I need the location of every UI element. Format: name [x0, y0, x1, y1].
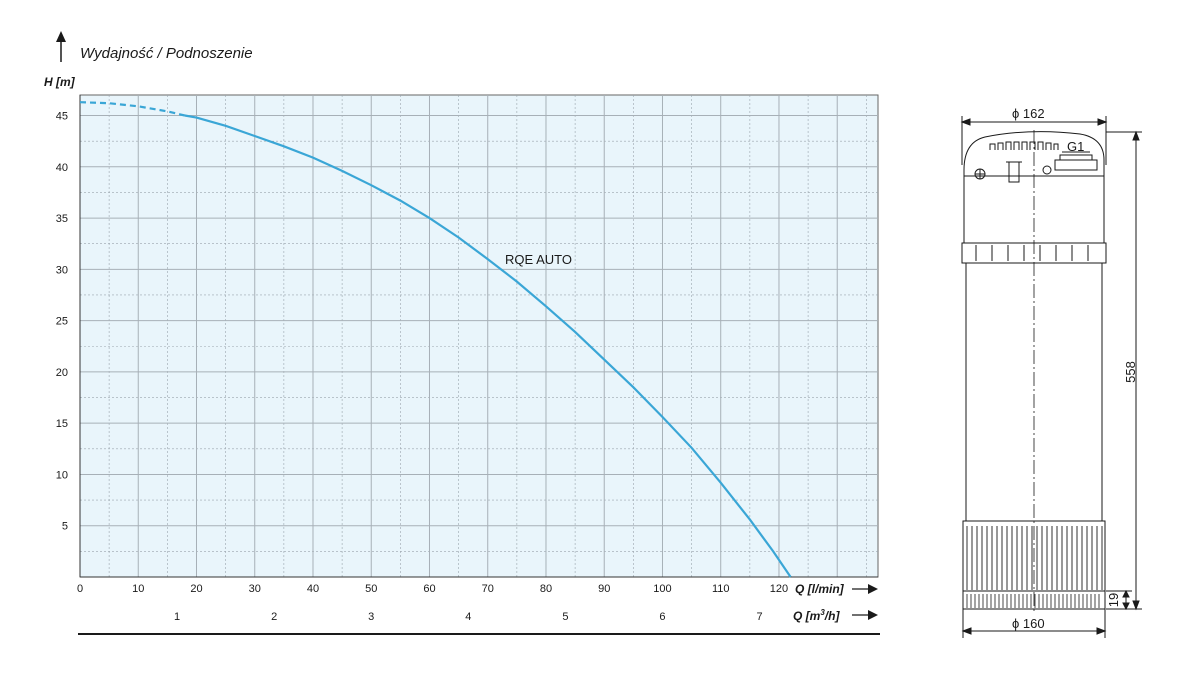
- outlet-label: G1: [1067, 139, 1084, 154]
- x2-tick-labels: 1 2 3 4 5 6 7: [174, 611, 763, 623]
- x-tick-label: 10: [132, 583, 144, 595]
- x-tick-labels: 0 10 20 30 40 50 60 70 80 90 100 110 120: [77, 583, 788, 595]
- performance-chart: Wydajność / Podnoszenie H [m] 5101520253…: [44, 31, 880, 635]
- y-tick-label: 45: [56, 111, 68, 123]
- x-tick-label: 0: [77, 583, 83, 595]
- x2-tick-label: 7: [756, 611, 762, 623]
- strainer-ribs: [966, 526, 1103, 590]
- pump-cap: [963, 131, 1105, 177]
- bottom-diameter-dimension: [961, 609, 1107, 638]
- x-tick-label: 50: [365, 583, 377, 595]
- pump-drawing: ϕ 162 G1 558: [960, 106, 1142, 638]
- series-line-solid: [184, 114, 792, 578]
- screw-right-icon: [1042, 165, 1052, 175]
- cap-teeth: [989, 141, 1059, 150]
- y-tick-label: 5: [62, 521, 68, 533]
- outlet-fitting: [1054, 159, 1098, 171]
- y-tick-label: 15: [56, 418, 68, 430]
- x-tick-label: 40: [307, 583, 319, 595]
- chart-title: Wydajność / Podnoszenie: [80, 45, 253, 62]
- y-axis-title: H [m]: [44, 75, 76, 89]
- chart-title-group: Wydajność / Podnoszenie: [56, 31, 253, 62]
- x-tick-label: 110: [712, 583, 730, 595]
- top-diameter-dimension: [960, 116, 1108, 165]
- series-line-dashed: [79, 101, 186, 117]
- x-tick-label: 30: [249, 583, 261, 595]
- y-tick-label: 30: [56, 264, 68, 276]
- major-grid: [80, 95, 878, 577]
- x-tick-label: 120: [770, 583, 788, 595]
- y-tick-label: 35: [56, 213, 68, 225]
- x2-axis-arrow-icon: [852, 610, 878, 620]
- x2-tick-label: 5: [562, 611, 568, 623]
- bottom-diameter-label: ϕ 160: [1012, 616, 1045, 631]
- x-tick-label: 60: [423, 583, 435, 595]
- x2-axis-title: Q [m3/h]: [793, 608, 840, 623]
- series-label: RQE AUTO: [505, 252, 572, 267]
- x2-tick-label: 1: [174, 611, 180, 623]
- x2-tick-label: 4: [465, 611, 471, 623]
- top-diameter-label: ϕ 162: [1012, 106, 1045, 121]
- y-tick-label: 25: [56, 316, 68, 328]
- up-arrow-head-icon: [56, 31, 66, 42]
- base-ribs: [966, 594, 1100, 608]
- x-tick-label: 70: [482, 583, 494, 595]
- x-tick-label: 100: [653, 583, 671, 595]
- collar-ribs: [975, 245, 1089, 261]
- y-tick-label: 10: [56, 469, 68, 481]
- height-dimension: [1106, 130, 1142, 611]
- x2-tick-label: 6: [659, 611, 665, 623]
- base-height-label: 19: [1106, 593, 1121, 607]
- x-tick-label: 20: [190, 583, 202, 595]
- plot-background: [79, 94, 879, 578]
- x-tick-label: 80: [540, 583, 552, 595]
- cable-gland: [1008, 161, 1020, 183]
- height-label: 558: [1123, 361, 1138, 383]
- x2-tick-label: 3: [368, 611, 374, 623]
- x-axis-arrow-icon: [852, 584, 878, 594]
- y-tick-labels: 5 10 15 20 25 30 35 40 45: [56, 111, 68, 533]
- minor-grid: [80, 95, 878, 577]
- y-tick-label: 40: [56, 162, 68, 174]
- x-tick-label: 90: [598, 583, 610, 595]
- y-tick-label: 20: [56, 367, 68, 379]
- x2-tick-label: 2: [271, 611, 277, 623]
- x-axis-title: Q [l/min]: [795, 582, 845, 596]
- base-height-dimension: [1106, 589, 1132, 611]
